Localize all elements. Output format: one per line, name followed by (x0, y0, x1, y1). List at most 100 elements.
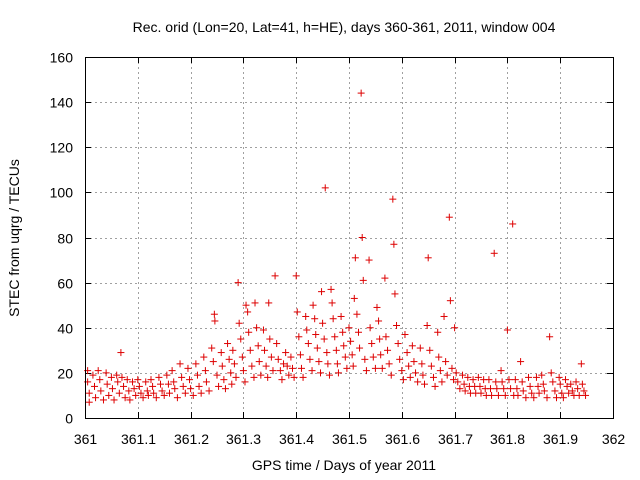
data-point (102, 369, 110, 377)
data-point (332, 346, 340, 354)
data-point (121, 394, 129, 402)
y-tick-label: 140 (50, 95, 74, 111)
data-point (89, 371, 97, 379)
data-point (215, 382, 223, 390)
data-point (135, 382, 143, 390)
data-point (445, 213, 453, 221)
data-point (91, 382, 99, 390)
data-point (299, 373, 307, 381)
data-point (494, 391, 502, 399)
data-point (213, 371, 221, 379)
data-point (450, 376, 458, 384)
data-point (271, 272, 279, 280)
data-point (517, 358, 525, 366)
data-point (257, 371, 265, 379)
data-point (295, 333, 303, 341)
data-point (501, 391, 509, 399)
data-point (500, 385, 508, 393)
data-point (378, 364, 386, 372)
data-point (418, 360, 426, 368)
data-point (574, 385, 582, 393)
data-point (311, 315, 319, 323)
data-point (469, 376, 477, 384)
data-point (427, 362, 435, 370)
data-point (333, 360, 341, 368)
x-axis-label: GPS time / Days of year 2011 (252, 457, 436, 473)
data-point (532, 373, 540, 381)
data-point (460, 380, 468, 388)
data-point (306, 355, 314, 363)
data-point (201, 367, 209, 375)
data-point (118, 373, 126, 381)
data-point (435, 353, 443, 361)
data-point (164, 380, 172, 388)
data-point (507, 385, 515, 393)
data-point (329, 315, 337, 323)
data-point (376, 335, 384, 343)
data-point (361, 355, 369, 363)
data-point (559, 394, 567, 402)
data-point (168, 367, 176, 375)
data-point (321, 184, 329, 192)
data-point (540, 387, 548, 395)
data-point (302, 312, 310, 320)
data-point (403, 349, 411, 357)
data-point (297, 364, 305, 372)
data-point (303, 326, 311, 334)
data-point (241, 378, 249, 386)
data-point (561, 376, 569, 384)
data-point (327, 285, 335, 293)
data-point (147, 376, 155, 384)
data-point (179, 382, 187, 390)
data-point (123, 376, 131, 384)
data-point (171, 385, 179, 393)
data-point (132, 391, 140, 399)
data-point (385, 360, 393, 368)
data-point (178, 373, 186, 381)
data-point (547, 369, 555, 377)
data-point (498, 378, 506, 386)
data-point (358, 234, 366, 241)
data-point (503, 326, 511, 334)
data-point (266, 335, 274, 343)
data-point (152, 394, 160, 402)
data-point (396, 355, 404, 363)
data-point (519, 387, 527, 395)
data-point (567, 380, 575, 388)
data-point (582, 391, 590, 399)
data-point (193, 371, 201, 379)
x-tick-label: 362 (602, 431, 626, 447)
data-point (485, 376, 493, 384)
data-point (431, 382, 439, 390)
data-point (232, 373, 240, 381)
data-point (117, 349, 125, 357)
data-point (125, 387, 133, 395)
data-point (511, 376, 519, 384)
data-point (368, 340, 376, 348)
data-point (308, 367, 316, 375)
data-point (296, 351, 304, 359)
data-point (129, 378, 137, 386)
data-point (366, 324, 374, 332)
data-point (393, 321, 401, 329)
data-point (538, 371, 546, 379)
data-point (242, 301, 250, 309)
data-point (287, 353, 295, 361)
data-point (273, 340, 281, 348)
x-tick-label: 361.7 (438, 431, 473, 447)
data-point (572, 378, 580, 386)
data-point (381, 274, 389, 282)
data-point (357, 89, 365, 97)
data-point (205, 387, 213, 395)
data-point (274, 355, 282, 363)
x-tick-label: 361 (74, 431, 98, 447)
x-tick-label: 361.6 (385, 431, 420, 447)
data-point (535, 389, 543, 397)
data-point (497, 367, 505, 375)
data-point (239, 367, 247, 375)
data-point (255, 358, 263, 366)
data-point (264, 373, 272, 381)
data-point (399, 376, 407, 384)
data-point (356, 344, 364, 352)
y-tick-label: 60 (57, 276, 73, 292)
